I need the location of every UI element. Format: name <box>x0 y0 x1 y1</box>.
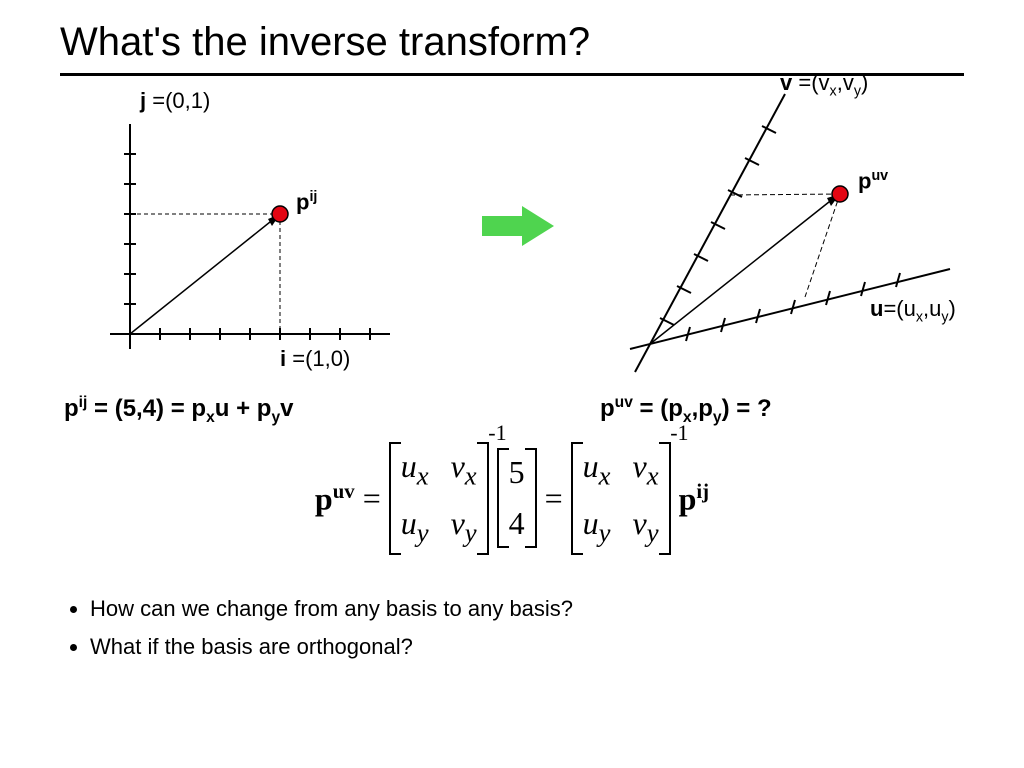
puv-point-label: puv <box>858 168 888 194</box>
u-axis-label: u=(ux,uy) <box>870 296 956 325</box>
left-axis-diagram: j =(0,1) pij i =(1,0) <box>80 94 400 379</box>
bullet-item: What if the basis are orthogonal? <box>90 634 964 660</box>
transform-arrow-icon <box>478 204 558 253</box>
matrix-equation: puv = -1 ux vx uy vy 5 4 = -1 <box>60 442 964 572</box>
v-axis-label: v =(vx,vy) <box>780 70 868 99</box>
matrix-1: -1 ux vx uy vy <box>389 442 489 555</box>
vector-54: 5 4 <box>497 448 537 548</box>
caption-row: pij = (5,4) = pxu + pyv puv = (px,py) = … <box>60 394 964 442</box>
slide-title: What's the inverse transform? <box>60 20 964 65</box>
j-axis-label: j =(0,1) <box>140 88 210 114</box>
left-caption: pij = (5,4) = pxu + pyv <box>64 394 293 427</box>
right-axis-diagram: v =(vx,vy) puv u=(ux,uy) <box>580 74 980 389</box>
i-axis-label: i =(1,0) <box>280 346 350 372</box>
pij-point-label: pij <box>296 189 317 215</box>
bullet-list: How can we change from any basis to any … <box>60 596 964 660</box>
matrix-2: -1 ux vx uy vy <box>571 442 671 555</box>
diagrams-row: j =(0,1) pij i =(1,0) <box>60 94 964 394</box>
bullet-item: How can we change from any basis to any … <box>90 596 964 622</box>
